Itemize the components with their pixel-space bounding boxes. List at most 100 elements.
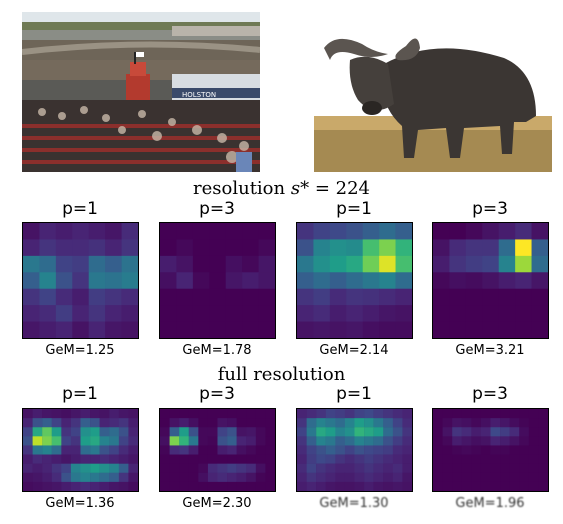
heatmap-cell [209,321,227,338]
heatmap-cell [500,445,510,455]
heatmap-cell [471,472,482,483]
heatmap-cell [70,472,81,483]
heatmap-cell [364,445,374,455]
heatmap-cell [90,463,100,473]
heatmap-cell [442,409,453,419]
heatmap-cell [498,272,516,290]
heatmap-cell [344,454,355,464]
heatmap-cell [242,255,259,273]
heatmap-cell [538,427,548,437]
heatmap-cell [519,409,530,419]
heatmap-cell [176,288,194,306]
heatmap-cell [402,445,412,455]
heatmap-cell [88,272,106,290]
heatmap-cell [118,418,129,428]
heatmap-cell [433,305,450,322]
heatmap-cell [306,409,317,419]
heatmap-cell [80,427,91,437]
heatmap-cell [160,454,170,464]
heatmap-cell [344,427,355,437]
heatmap-cell [461,445,472,455]
heatmap-cell [55,255,73,273]
heatmap-cell [55,239,73,257]
heatmap-cell [449,305,467,322]
heatmap-cell [433,481,443,491]
heatmap-cell [313,272,331,290]
heatmap-cell [160,472,170,483]
heatmap-cell [395,288,412,306]
heatmap-cell [297,239,314,257]
heatmap-cell [70,409,81,419]
heatmap-cell [344,472,355,483]
heatmap-cell [88,239,106,257]
heatmap-cell [42,481,52,491]
heatmap-cell [335,454,346,464]
heatmap-cell [452,427,462,437]
heatmap-cell [392,463,403,473]
heatmap-cell [297,427,307,437]
heatmap-cell [169,436,180,446]
heatmap-cell [160,255,177,273]
heatmap-cell [490,454,501,464]
heatmap-cell [176,223,194,240]
heatmap-cell [346,305,364,322]
heatmap-cell [160,223,177,240]
heatmap-cell [198,427,209,437]
heatmap-cell [118,472,129,483]
heatmap-cell [490,481,501,491]
heatmap-cell [227,454,237,464]
heatmap-cell [39,255,57,273]
heatmap-cell [509,463,520,473]
heatmap-cell [225,239,243,257]
heatmap-cell [179,409,189,419]
heatmap-cell [32,436,43,446]
heatmap-cell [255,481,266,491]
heatmap-cell [246,409,257,419]
heatmap-cell [297,436,307,446]
heatmap-cell [297,321,314,338]
heatmap-cell [354,472,365,483]
heatmap-cell [90,481,100,491]
heatmap-cell [217,481,228,491]
heatmap-cell [61,481,72,491]
heatmap-cell [99,436,110,446]
heatmap-cell [379,239,396,257]
heatmap-cell [209,272,227,290]
heatmap-cell [442,454,453,464]
heatmap-cell [402,481,412,491]
heatmap-cell [169,409,180,419]
heatmap-cell [306,463,317,473]
heatmap-cell [354,445,365,455]
heatmap-cell [461,481,472,491]
heatmap-cell [70,418,81,428]
heatmap-cell [442,436,453,446]
heatmap-cell [531,321,548,338]
heatmap-cell [23,288,40,306]
heatmap-cell [325,481,336,491]
heatmap-cell [236,418,247,428]
heatmap-cell [480,472,491,483]
p-label: p=3 [472,384,508,404]
heatmap-cell [90,445,100,455]
heatmap-cell [316,445,326,455]
heatmap-cell [258,288,275,306]
heatmap-cell [329,239,347,257]
heatmap-cell [32,445,43,455]
heatmap-cell [61,445,72,455]
heatmap-cell [23,436,33,446]
heatmap-cell [344,481,355,491]
heatmap-cell [51,418,62,428]
heatmap-cell [99,472,110,483]
heatmap-cell [490,427,501,437]
heatmap-cell [227,409,237,419]
heatmap-cell [335,418,346,428]
heatmap-cell [498,305,516,322]
heatmap-cell [105,321,122,338]
heatmap-cell [433,409,443,419]
heatmap-cell [519,436,530,446]
heatmap-cell [402,436,412,446]
heatmap [296,408,413,492]
heatmap-cell [128,454,138,464]
heatmap-cell [316,418,326,428]
heatmap-cell [265,409,275,419]
